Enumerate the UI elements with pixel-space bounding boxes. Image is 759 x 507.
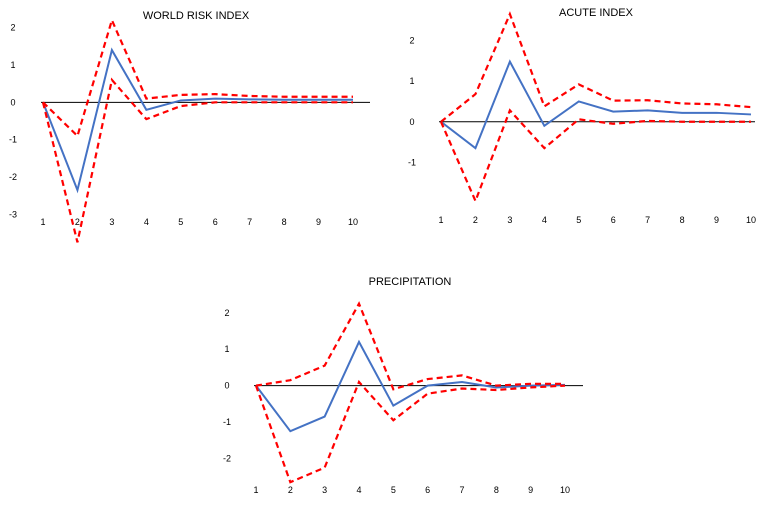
x-tick-label: 10 bbox=[560, 485, 570, 495]
impulse-response-line bbox=[42, 47, 353, 194]
y-tick-label: -3 bbox=[9, 209, 17, 219]
y-tick-label: 1 bbox=[224, 344, 229, 354]
x-tick-label: 8 bbox=[494, 485, 499, 495]
x-tick-label: 1 bbox=[253, 485, 258, 495]
x-tick-label: 4 bbox=[542, 215, 547, 225]
x-tick-label: 3 bbox=[507, 215, 512, 225]
x-tick-label: 4 bbox=[356, 485, 361, 495]
precipitation-panel: PRECIPITATION 210-1-21 2 3 4 5 6 7 8 9 10 bbox=[223, 276, 583, 495]
x-tick-label: 8 bbox=[680, 215, 685, 225]
x-tick-label: 10 bbox=[746, 215, 756, 225]
x-tick-label: 7 bbox=[247, 217, 252, 227]
upper-confidence-band-line bbox=[440, 11, 752, 123]
x-tick-label: 2 bbox=[288, 485, 293, 495]
x-tick-label: 5 bbox=[576, 215, 581, 225]
y-tick-label: -2 bbox=[223, 453, 231, 463]
x-tick-label: 3 bbox=[322, 485, 327, 495]
lower-confidence-band-line bbox=[41, 77, 353, 243]
x-tick-label: 9 bbox=[714, 215, 719, 225]
acute-index-panel: ACUTE INDEX 210-11 2 3 4 5 6 7 8 9 10 bbox=[408, 7, 756, 225]
y-tick-label: 0 bbox=[224, 381, 229, 391]
y-tick-label: 1 bbox=[10, 60, 15, 70]
x-tick-label: 1 bbox=[438, 215, 443, 225]
x-tick-label: 10 bbox=[348, 217, 358, 227]
y-tick-label: -1 bbox=[408, 157, 416, 167]
x-tick-label: 5 bbox=[178, 217, 183, 227]
x-tick-label: 8 bbox=[282, 217, 287, 227]
y-tick-label: -2 bbox=[9, 172, 17, 182]
x-tick-label: 6 bbox=[213, 217, 218, 227]
upper-confidence-band-line bbox=[42, 17, 353, 138]
x-tick-label: 7 bbox=[459, 485, 464, 495]
y-tick-label: 0 bbox=[409, 117, 414, 127]
y-tick-label: -1 bbox=[9, 135, 17, 145]
x-tick-label: 9 bbox=[316, 217, 321, 227]
x-tick-label: 7 bbox=[645, 215, 650, 225]
impulse-response-line bbox=[255, 339, 566, 433]
panel-title: WORLD RISK INDEX bbox=[143, 10, 250, 22]
panel-title: PRECIPITATION bbox=[369, 276, 452, 288]
x-tick-label: 6 bbox=[611, 215, 616, 225]
x-tick-label: 5 bbox=[391, 485, 396, 495]
panel-title: ACUTE INDEX bbox=[559, 7, 634, 19]
lower-confidence-band-line bbox=[254, 379, 566, 484]
world-risk-index-panel: WORLD RISK INDEX 210-1-2-31 2 3 4 5 6 7 8 9 10 bbox=[9, 10, 370, 243]
y-tick-label: -1 bbox=[223, 417, 231, 427]
x-tick-label: 2 bbox=[473, 215, 478, 225]
impulse-response-line bbox=[440, 59, 752, 150]
x-tick-label: 2 bbox=[75, 217, 80, 227]
x-tick-label: 6 bbox=[425, 485, 430, 495]
y-tick-label: 0 bbox=[10, 97, 15, 107]
x-tick-label: 3 bbox=[109, 217, 114, 227]
y-tick-label: 2 bbox=[409, 36, 414, 46]
x-tick-label: 9 bbox=[528, 485, 533, 495]
x-tick-label: 1 bbox=[40, 217, 45, 227]
x-tick-label: 4 bbox=[144, 217, 149, 227]
y-tick-label: 1 bbox=[409, 76, 414, 86]
lower-confidence-band-line bbox=[439, 108, 751, 204]
y-tick-label: 2 bbox=[10, 23, 15, 33]
y-tick-label: 2 bbox=[224, 308, 229, 318]
upper-confidence-band-line bbox=[255, 301, 565, 391]
